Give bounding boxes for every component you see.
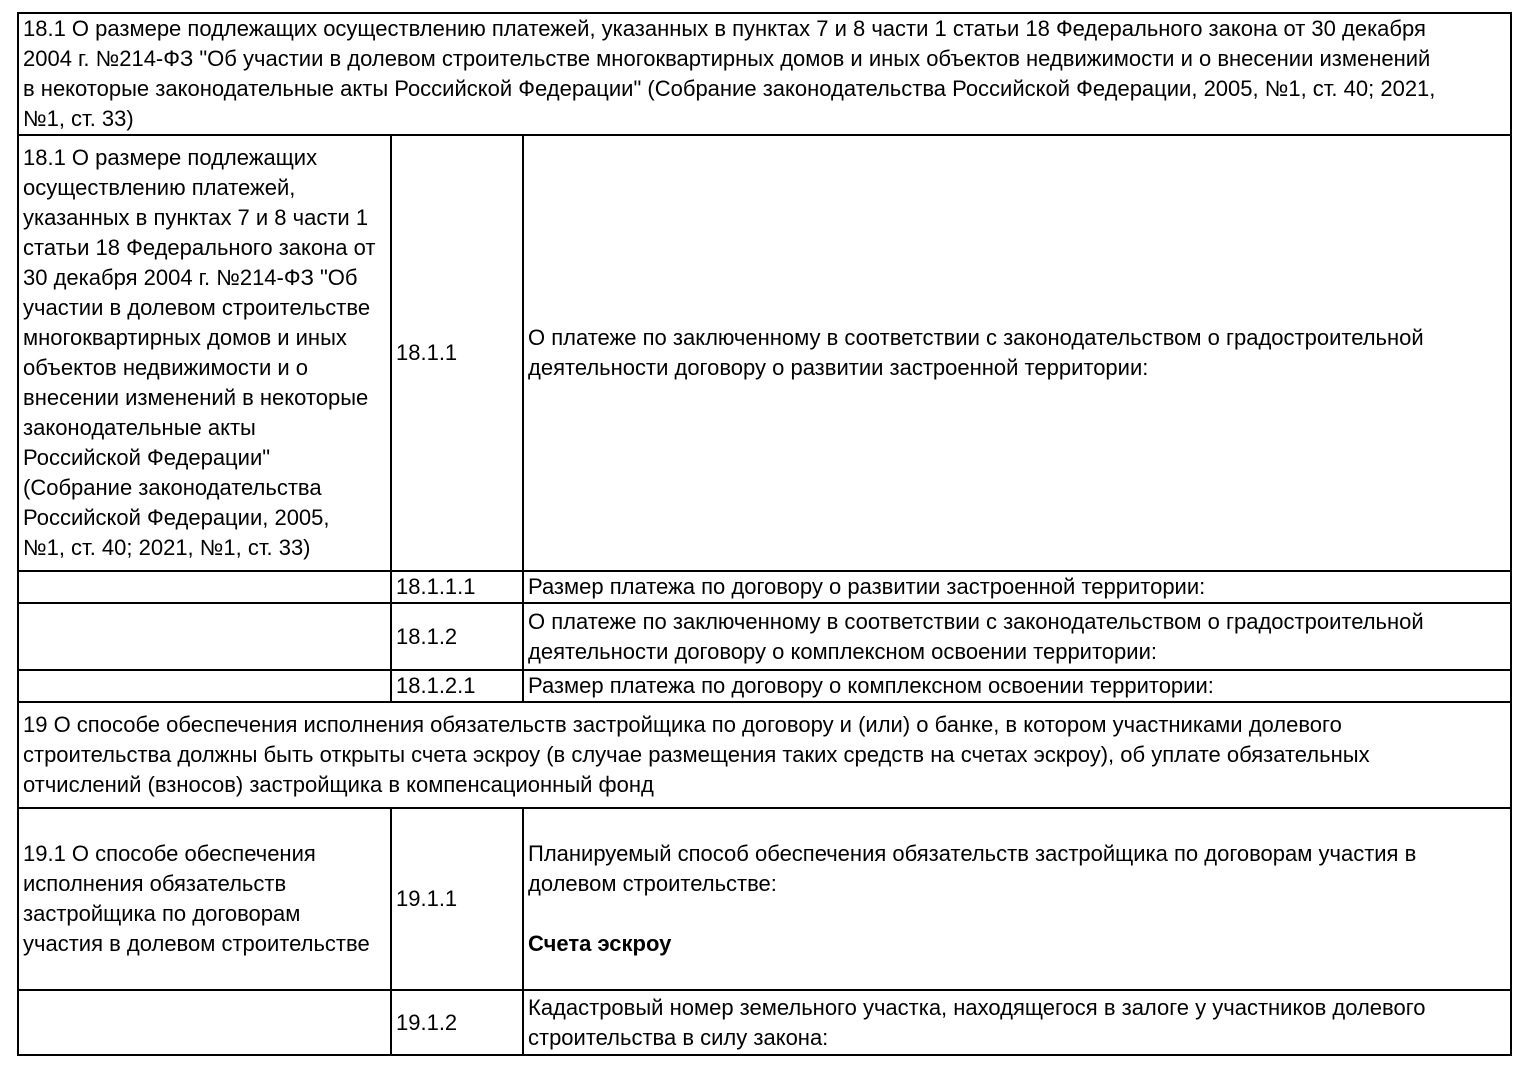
item-description-18-1-1: О платеже по заключенному в соответствии… [521,134,1513,572]
item-number-18-1-2-1: 18.1.2.1 [390,669,524,703]
topic-cell-19-1: 19.1 О способе обеспечения исполнения об… [17,807,392,991]
item-number-18-1-1-1: 18.1.1.1 [390,570,524,604]
item-description-18-1-1-1: Размер платежа по договору о развитии за… [521,570,1513,604]
topic-cell-18-1: 18.1 О размере подлежащих осуществлению … [17,134,392,572]
item-number-18-1-1: 18.1.1 [390,134,524,572]
declaration-table: 18.1 О размере подлежащих осуществлению … [16,12,1513,1056]
topic-cell-empty [17,602,392,671]
topic-cell-empty [17,989,392,1056]
item-number-19-1-2: 19.1.2 [390,989,524,1056]
item-description-19-1-2: Кадастровый номер земельного участка, на… [521,989,1513,1056]
item-description-text: Планируемый способ обеспечения обязатель… [528,841,1417,896]
item-value-escrow: Счета эскроу [528,931,672,956]
topic-cell-empty [17,669,392,703]
item-number-19-1-1: 19.1.1 [390,807,524,991]
topic-cell-empty [17,570,392,604]
table-row-18-1-2: 18.1.2 О платеже по заключенному в соотв… [17,602,1513,671]
item-description-18-1-2: О платеже по заключенному в соответствии… [521,602,1513,671]
item-description-19-1-1: Планируемый способ обеспечения обязатель… [521,807,1513,991]
table-row-18-1-1-1: 18.1.1.1 Размер платежа по договору о ра… [17,570,1513,604]
table-row-18-1-1: 18.1 О размере подлежащих осуществлению … [17,134,1513,572]
section-header-row-19: 19 О способе обеспечения исполнения обяз… [16,701,1513,809]
table-row-19-1-2: 19.1.2 Кадастровый номер земельного учас… [17,989,1513,1056]
section-header-row-18-1: 18.1 О размере подлежащих осуществлению … [16,12,1513,136]
section-header-18-1: 18.1 О размере подлежащих осуществлению … [16,12,1513,136]
table-row-18-1-2-1: 18.1.2.1 Размер платежа по договору о ко… [17,669,1513,703]
item-description-18-1-2-1: Размер платежа по договору о комплексном… [521,669,1513,703]
table-row-19-1-1: 19.1 О способе обеспечения исполнения об… [17,807,1513,991]
section-header-19: 19 О способе обеспечения исполнения обяз… [16,701,1513,809]
item-number-18-1-2: 18.1.2 [390,602,524,671]
